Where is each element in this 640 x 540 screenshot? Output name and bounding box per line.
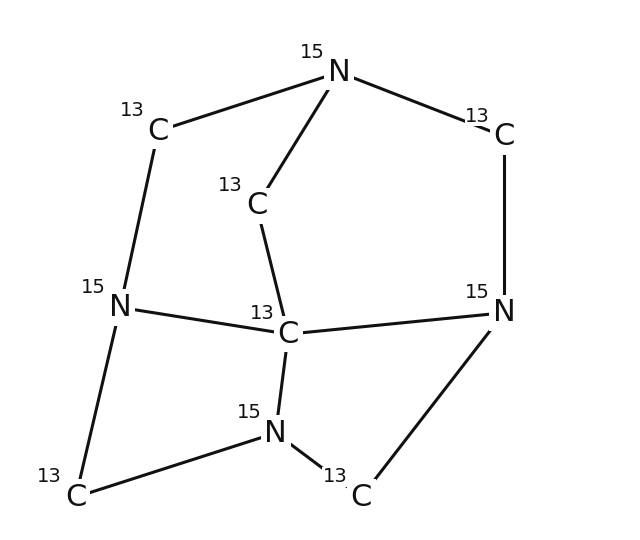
Text: 13: 13 — [323, 468, 348, 487]
Text: 13: 13 — [37, 468, 62, 487]
Text: N: N — [109, 293, 132, 322]
Text: 13: 13 — [120, 102, 144, 120]
Text: 15: 15 — [300, 43, 325, 62]
Text: 15: 15 — [81, 278, 106, 296]
Text: C: C — [351, 483, 372, 511]
Text: C: C — [278, 320, 299, 349]
Text: N: N — [264, 418, 287, 448]
Text: 13: 13 — [218, 176, 243, 195]
Text: 13: 13 — [250, 305, 275, 323]
Text: 15: 15 — [237, 403, 262, 422]
Text: 13: 13 — [465, 107, 490, 126]
Text: N: N — [493, 298, 515, 327]
Text: C: C — [493, 122, 515, 151]
Text: C: C — [246, 191, 268, 220]
Text: N: N — [328, 58, 351, 87]
Text: C: C — [65, 483, 86, 511]
Text: 15: 15 — [465, 283, 490, 302]
Text: C: C — [148, 117, 169, 146]
